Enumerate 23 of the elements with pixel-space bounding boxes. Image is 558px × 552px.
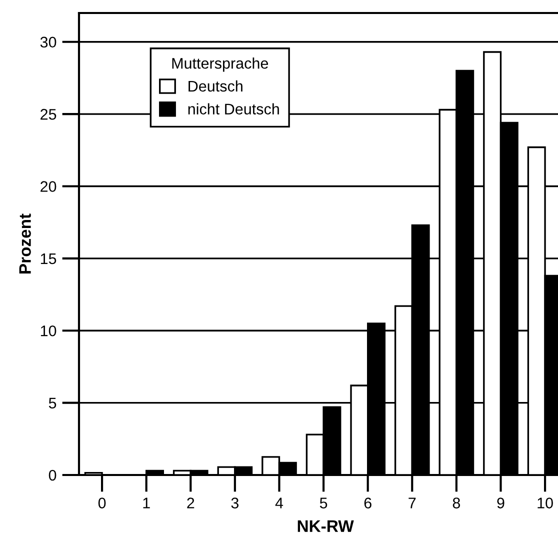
- x-tick-label: 1: [143, 498, 150, 508]
- x-axis-title: NK-RW: [298, 520, 354, 532]
- y-tick-label: 15: [40, 253, 56, 264]
- y-axis-title: Prozent: [19, 214, 31, 274]
- y-tick-label: 20: [40, 181, 56, 192]
- x-tick-label: 3: [231, 498, 239, 508]
- x-tick-label: 10: [538, 498, 553, 508]
- x-tick-label: 9: [497, 498, 504, 508]
- x-tick-label: 5: [320, 498, 328, 508]
- x-tick-label: 2: [187, 498, 194, 508]
- x-tick-label: 6: [364, 498, 372, 508]
- x-tick-label: 8: [452, 498, 460, 508]
- y-tick-label: 25: [40, 108, 56, 120]
- y-tick-label: 30: [40, 36, 56, 48]
- y-tick-label: 10: [40, 325, 56, 336]
- legend-label: Deutsch: [188, 80, 242, 92]
- x-tick-label: 7: [408, 498, 416, 508]
- y-tick-label: 5: [48, 398, 56, 408]
- y-tick-label: 0: [48, 470, 56, 481]
- x-tick-label: 0: [98, 498, 106, 508]
- legend-title: Muttersprache: [172, 58, 268, 72]
- legend-label: nicht Deutsch: [188, 103, 279, 115]
- x-tick-label: 4: [275, 498, 284, 508]
